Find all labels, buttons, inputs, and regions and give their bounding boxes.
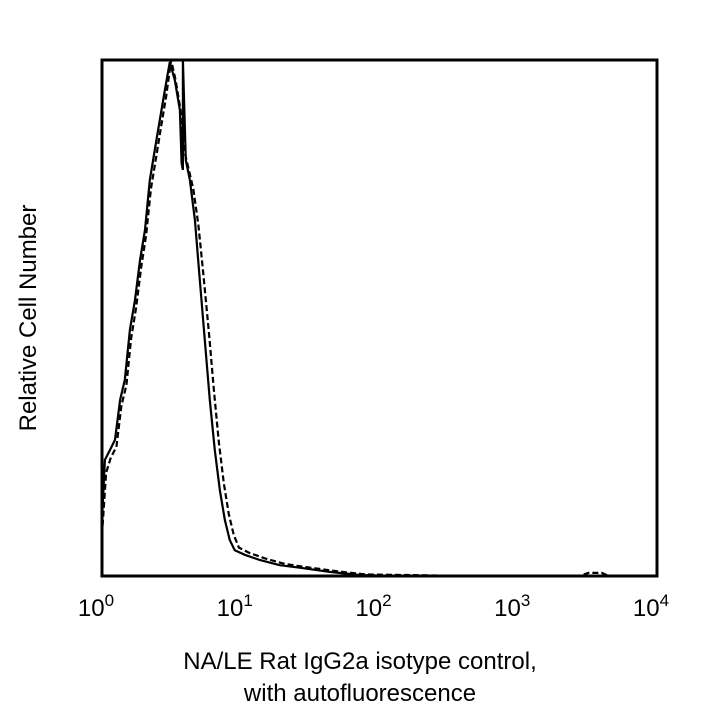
x-axis-label: NA/LE Rat IgG2a isotype control, with au… (0, 646, 720, 710)
x-axis-label-line2: with autofluorescence (243, 680, 477, 707)
x-axis-label-line1: NA/LE Rat IgG2a isotype control, (183, 648, 537, 675)
plot-frame (100, 58, 659, 578)
y-axis-label: Relative Cell Number (15, 204, 42, 432)
x-tick-label: 102 (355, 591, 391, 622)
series-solid-line (100, 59, 657, 578)
x-tick-labels: 100 101 102 103 104 (78, 591, 669, 622)
x-tick-label: 101 (217, 591, 253, 622)
x-tick-label: 103 (494, 591, 530, 622)
series-layer (100, 59, 657, 578)
x-tick-label: 100 (78, 591, 114, 622)
x-tick-label: 104 (633, 591, 669, 622)
